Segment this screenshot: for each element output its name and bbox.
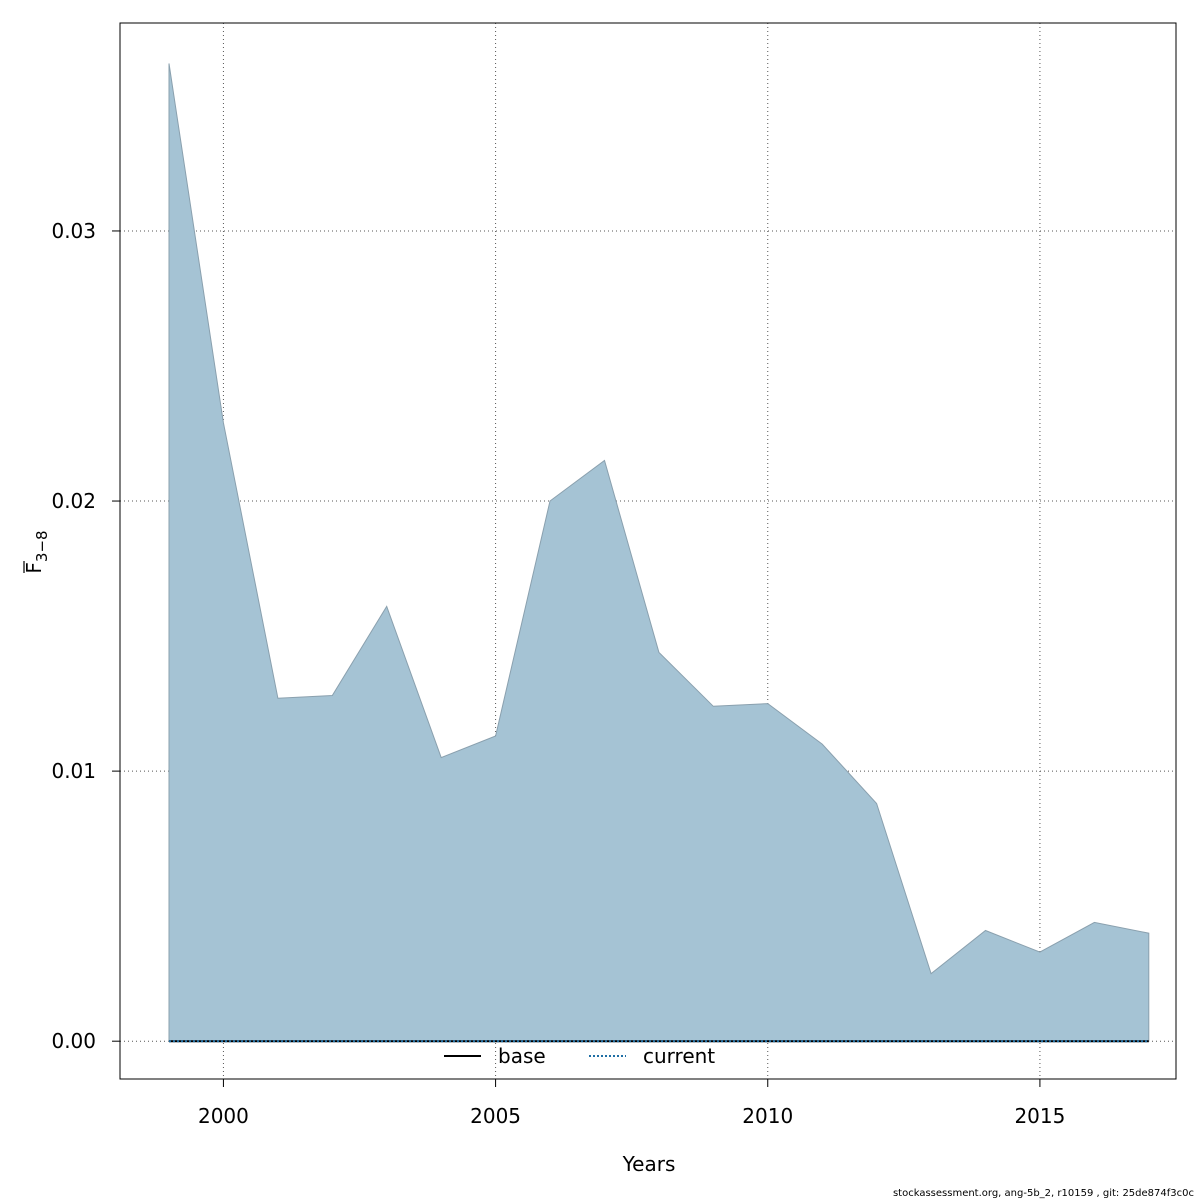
legend: base current	[444, 1044, 715, 1068]
x-axis: 2000 2005 2010 2015	[120, 1078, 1176, 1128]
footer-note: stockassessment.org, ang-5b_2, r10159 , …	[892, 1188, 1194, 1199]
y-axis-title-subscript: 3−8	[33, 530, 51, 562]
y-axis-title-text: F3−8	[22, 530, 51, 573]
y-tick-label: 0.03	[51, 219, 96, 243]
y-tick-label: 0.02	[51, 489, 96, 513]
y-axis-title-main: F	[22, 562, 46, 574]
legend-label-current: current	[643, 1044, 715, 1068]
x-tick-label: 2010	[742, 1104, 793, 1128]
x-axis-title: Years	[622, 1152, 676, 1176]
y-tick-label: 0.00	[51, 1029, 96, 1053]
x-tick-label: 2015	[1014, 1104, 1065, 1128]
x-tick-label: 2005	[470, 1104, 521, 1128]
y-tick-label: 0.01	[51, 759, 96, 783]
legend-label-base: base	[498, 1044, 546, 1068]
y-axis-title: F3−8	[22, 530, 51, 573]
confidence-band	[168, 63, 1150, 1042]
y-axis: 0.00 0.01 0.02 0.03	[51, 219, 120, 1053]
x-tick-label: 2000	[198, 1104, 249, 1128]
